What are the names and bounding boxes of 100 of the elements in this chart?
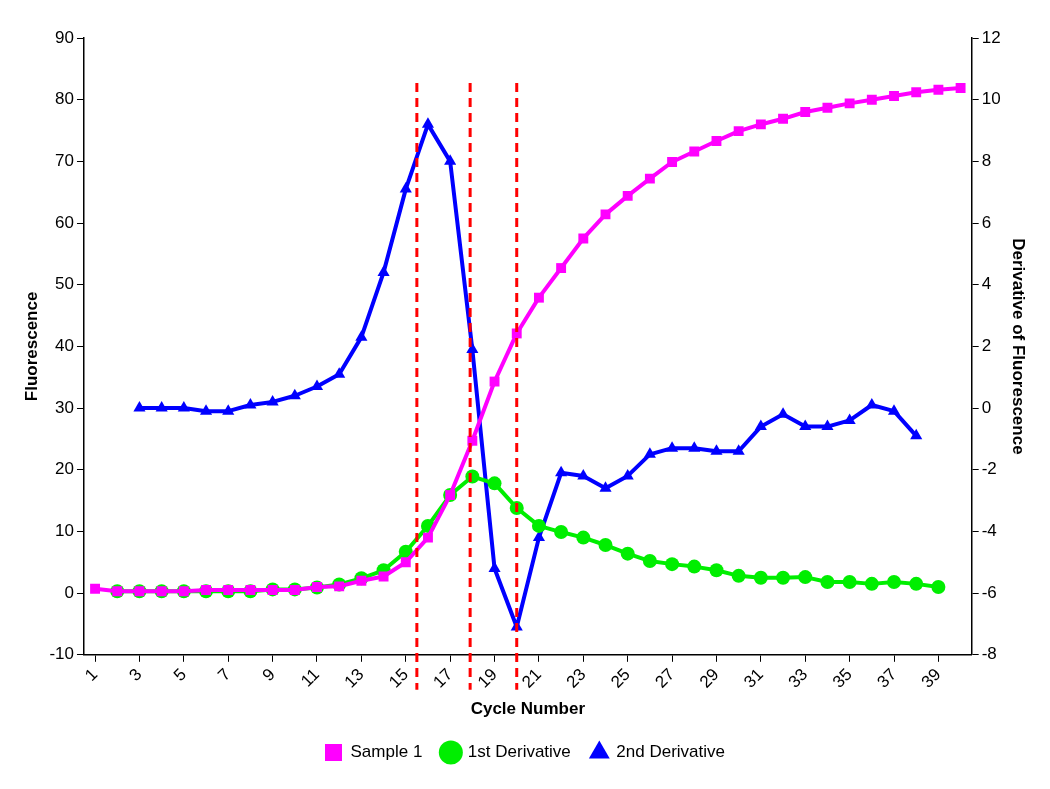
y-tick-label: 50 bbox=[55, 274, 74, 294]
point bbox=[620, 546, 635, 561]
y-tick-label: -10 bbox=[49, 644, 74, 664]
point bbox=[820, 575, 835, 590]
point bbox=[754, 419, 767, 431]
point bbox=[910, 428, 923, 440]
x-tick-label: 25 bbox=[607, 664, 634, 692]
y2-tick-label: -6 bbox=[981, 582, 997, 602]
point bbox=[356, 575, 367, 586]
point bbox=[887, 404, 901, 415]
point bbox=[689, 146, 700, 157]
point bbox=[821, 419, 834, 431]
point bbox=[333, 367, 346, 378]
y-tick-label: 10 bbox=[55, 521, 74, 541]
y2-tick-label: 8 bbox=[981, 151, 992, 171]
legend-label: Sample 1 bbox=[350, 742, 423, 762]
y2-tick-label: -2 bbox=[981, 459, 997, 479]
y2-tick-label: 0 bbox=[981, 397, 992, 417]
y2-tick-label: 2 bbox=[981, 336, 992, 356]
x-tick-label: 27 bbox=[651, 664, 679, 692]
point bbox=[931, 579, 946, 594]
point bbox=[733, 126, 744, 137]
point bbox=[865, 398, 878, 409]
point bbox=[909, 576, 924, 591]
x-tick-label: 15 bbox=[385, 664, 412, 692]
x-tick-label: 13 bbox=[340, 664, 368, 692]
y-tick-label: 30 bbox=[55, 397, 74, 417]
point bbox=[711, 136, 722, 146]
point bbox=[133, 401, 146, 412]
point bbox=[199, 404, 213, 415]
y2-axis-title: Derivative of Fluorescence bbox=[1009, 238, 1029, 455]
y2-tick-label: 12 bbox=[981, 27, 1001, 47]
point bbox=[355, 330, 368, 341]
x-tick-label: 23 bbox=[562, 664, 590, 692]
point bbox=[687, 559, 702, 574]
point bbox=[844, 98, 855, 109]
point bbox=[776, 407, 790, 418]
point bbox=[487, 476, 502, 491]
point bbox=[731, 568, 746, 583]
x-tick-label: 1 bbox=[81, 664, 102, 685]
point bbox=[533, 292, 544, 303]
point bbox=[400, 557, 411, 568]
y-tick-label: 20 bbox=[55, 459, 74, 479]
point bbox=[399, 182, 412, 193]
point bbox=[622, 190, 633, 201]
point bbox=[421, 117, 435, 128]
point bbox=[377, 265, 390, 276]
point bbox=[155, 401, 168, 412]
point bbox=[644, 173, 655, 184]
y2-tick-label: 10 bbox=[981, 89, 1001, 109]
point bbox=[489, 376, 500, 387]
point bbox=[776, 570, 791, 585]
x-tick-label: 7 bbox=[214, 664, 235, 685]
point bbox=[666, 441, 679, 452]
point bbox=[887, 575, 902, 590]
point bbox=[600, 209, 611, 220]
point bbox=[531, 518, 546, 533]
x-tick-label: 31 bbox=[740, 664, 767, 692]
point bbox=[555, 465, 568, 477]
point bbox=[223, 585, 234, 595]
point bbox=[843, 413, 856, 424]
x-tick-label: 33 bbox=[784, 664, 812, 692]
legend-label: 1st Derivative bbox=[467, 742, 571, 762]
point bbox=[90, 583, 101, 594]
point bbox=[732, 444, 745, 455]
point bbox=[444, 154, 457, 165]
y-tick-label: 0 bbox=[64, 582, 74, 602]
point bbox=[778, 113, 788, 124]
x-tick-label: 37 bbox=[873, 664, 901, 692]
point bbox=[798, 570, 813, 585]
point bbox=[578, 233, 589, 244]
x-tick-label: 5 bbox=[169, 664, 190, 685]
point bbox=[842, 575, 857, 590]
x-tick-label: 29 bbox=[695, 664, 723, 692]
point bbox=[866, 94, 877, 105]
point bbox=[288, 388, 301, 400]
point bbox=[177, 401, 190, 412]
point bbox=[864, 576, 879, 591]
point bbox=[665, 557, 680, 572]
y-tick-label: 80 bbox=[55, 89, 74, 109]
point bbox=[310, 379, 324, 390]
point bbox=[554, 525, 569, 540]
y-tick-label: 90 bbox=[55, 27, 74, 47]
x-tick-label: 35 bbox=[828, 664, 856, 692]
point bbox=[688, 441, 701, 452]
point bbox=[911, 87, 922, 98]
legend-label: 2nd Derivative bbox=[616, 742, 725, 762]
y-tick-label: 60 bbox=[55, 212, 74, 232]
x-axis-title: Cycle Number bbox=[470, 699, 586, 719]
point bbox=[667, 157, 678, 167]
point bbox=[822, 102, 833, 113]
point bbox=[710, 444, 723, 455]
x-tick-label: 19 bbox=[473, 664, 501, 692]
point bbox=[599, 481, 612, 492]
point bbox=[800, 107, 811, 117]
y2-tick-label: 6 bbox=[981, 212, 992, 232]
x-tick-label: 3 bbox=[125, 664, 146, 685]
x-tick-label: 11 bbox=[297, 664, 324, 691]
point bbox=[556, 263, 567, 274]
x-tick-label: 9 bbox=[258, 664, 279, 685]
